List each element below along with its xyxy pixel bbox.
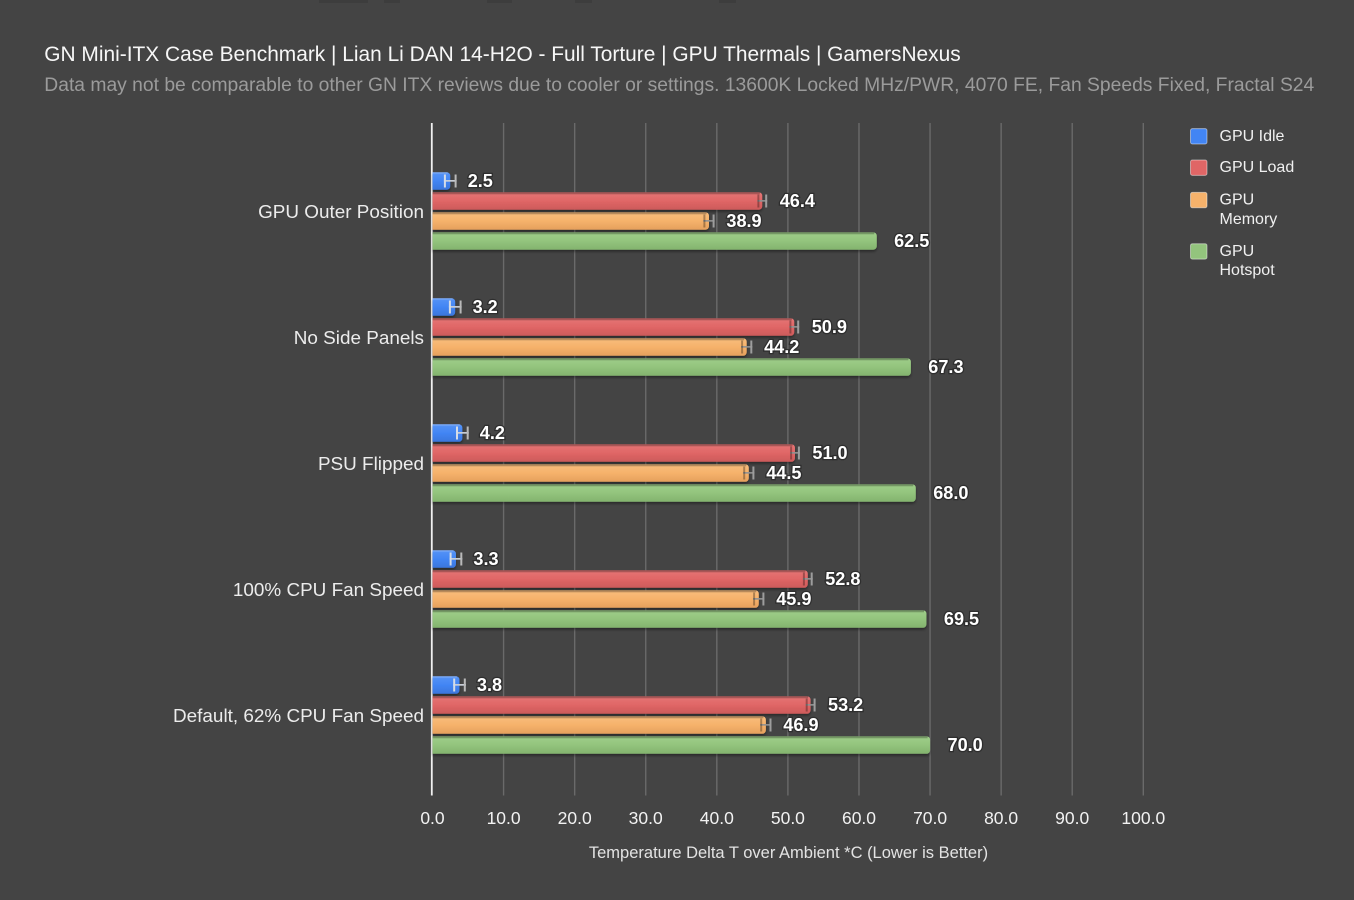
svg-text:GPU Idle: GPU Idle	[1220, 128, 1285, 145]
svg-text:40.0: 40.0	[700, 808, 734, 828]
svg-text:30.0: 30.0	[629, 808, 663, 828]
svg-text:0.0: 0.0	[420, 808, 445, 828]
svg-text:70.0: 70.0	[948, 735, 983, 755]
svg-text:90.0: 90.0	[1055, 808, 1089, 828]
svg-text:60.0: 60.0	[842, 808, 876, 828]
svg-text:100% CPU Fan Speed: 100% CPU Fan Speed	[233, 580, 424, 601]
svg-text:GPU: GPU	[1220, 243, 1255, 260]
svg-text:62.5: 62.5	[894, 231, 929, 251]
svg-text:45.9: 45.9	[776, 589, 811, 609]
svg-text:68.0: 68.0	[933, 483, 968, 503]
svg-text:69.5: 69.5	[944, 609, 979, 629]
svg-text:3.3: 3.3	[473, 549, 498, 569]
svg-text:PSU Flipped: PSU Flipped	[318, 454, 424, 475]
svg-text:44.2: 44.2	[764, 337, 799, 357]
svg-text:GN Mini-ITX Case Benchmark | L: GN Mini-ITX Case Benchmark | Lian Li DAN…	[44, 43, 960, 66]
svg-text:51.0: 51.0	[812, 443, 847, 463]
svg-text:70.0: 70.0	[913, 808, 947, 828]
svg-text:GPU Load: GPU Load	[1220, 159, 1295, 176]
svg-text:20.0: 20.0	[558, 808, 592, 828]
svg-text:46.4: 46.4	[780, 191, 815, 211]
svg-text:4.2: 4.2	[480, 423, 505, 443]
svg-text:67.3: 67.3	[928, 357, 963, 377]
svg-text:GPU Outer Position: GPU Outer Position	[258, 202, 424, 223]
svg-text:80.0: 80.0	[984, 808, 1018, 828]
svg-text:2.5: 2.5	[468, 171, 493, 191]
svg-text:No Side Panels: No Side Panels	[294, 328, 424, 349]
svg-text:3.8: 3.8	[477, 675, 502, 695]
svg-text:GPU: GPU	[1220, 192, 1255, 209]
svg-text:50.9: 50.9	[812, 317, 847, 337]
svg-text:53.2: 53.2	[828, 695, 863, 715]
svg-text:Temperature Delta T over Ambie: Temperature Delta T over Ambient *C (Low…	[589, 844, 988, 862]
svg-text:44.5: 44.5	[766, 463, 801, 483]
svg-text:Data may not be comparable to: Data may not be comparable to other GN I…	[44, 75, 1314, 96]
svg-text:Memory: Memory	[1220, 211, 1278, 228]
svg-text:50.0: 50.0	[771, 808, 805, 828]
svg-text:52.8: 52.8	[825, 569, 860, 589]
svg-text:Hotspot: Hotspot	[1220, 262, 1276, 279]
svg-text:46.9: 46.9	[783, 715, 818, 735]
svg-text:10.0: 10.0	[487, 808, 521, 828]
svg-text:Default, 62% CPU Fan Speed: Default, 62% CPU Fan Speed	[173, 706, 424, 727]
svg-text:38.9: 38.9	[726, 211, 761, 231]
svg-text:3.2: 3.2	[473, 297, 498, 317]
svg-text:100.0: 100.0	[1121, 808, 1165, 828]
